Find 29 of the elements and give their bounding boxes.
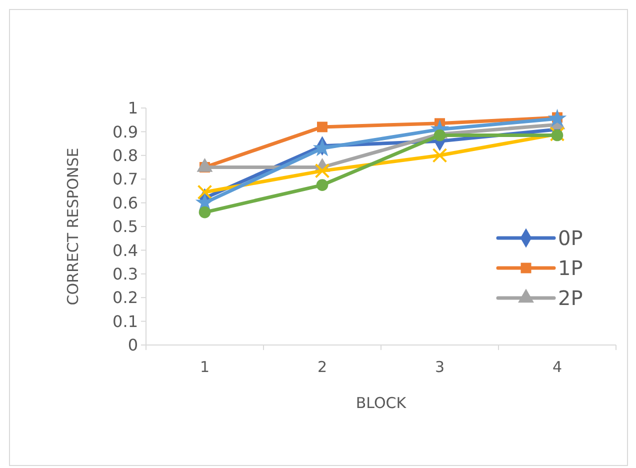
x-tick-label: 2 — [317, 358, 328, 376]
point — [316, 179, 328, 191]
point — [312, 138, 332, 156]
y-tick-label: 0.7 — [112, 170, 138, 189]
y-tick-label: 0.6 — [112, 193, 138, 212]
x-tick-label: 4 — [552, 358, 562, 376]
x-tick-label: 3 — [434, 358, 445, 376]
y-axis-title: CORRECT RESPONSE — [64, 148, 82, 306]
point — [434, 129, 446, 142]
y-tick-label: 1 — [128, 98, 138, 118]
y-tick-label: 0.1 — [112, 312, 138, 331]
y-tick-label: 0.2 — [112, 288, 138, 308]
y-tick-label: 0.9 — [112, 122, 138, 142]
legend-label: 1P — [558, 256, 583, 280]
y-tick-label: 0 — [128, 336, 138, 355]
y-tick-label: 0.5 — [112, 217, 138, 236]
point — [317, 122, 328, 132]
point — [198, 206, 211, 218]
legend-label: 2P — [558, 286, 583, 310]
point — [432, 148, 448, 163]
y-tick-label: 0.3 — [112, 264, 138, 284]
point — [197, 184, 212, 200]
x-tick-label: 1 — [200, 358, 210, 376]
y-tick-label: 0.8 — [112, 146, 138, 165]
x-axis-title: BLOCK — [356, 394, 408, 412]
point — [548, 108, 567, 127]
point — [314, 163, 330, 178]
y-tick-label: 0.4 — [112, 240, 138, 260]
legend-label: 0P — [558, 226, 583, 250]
